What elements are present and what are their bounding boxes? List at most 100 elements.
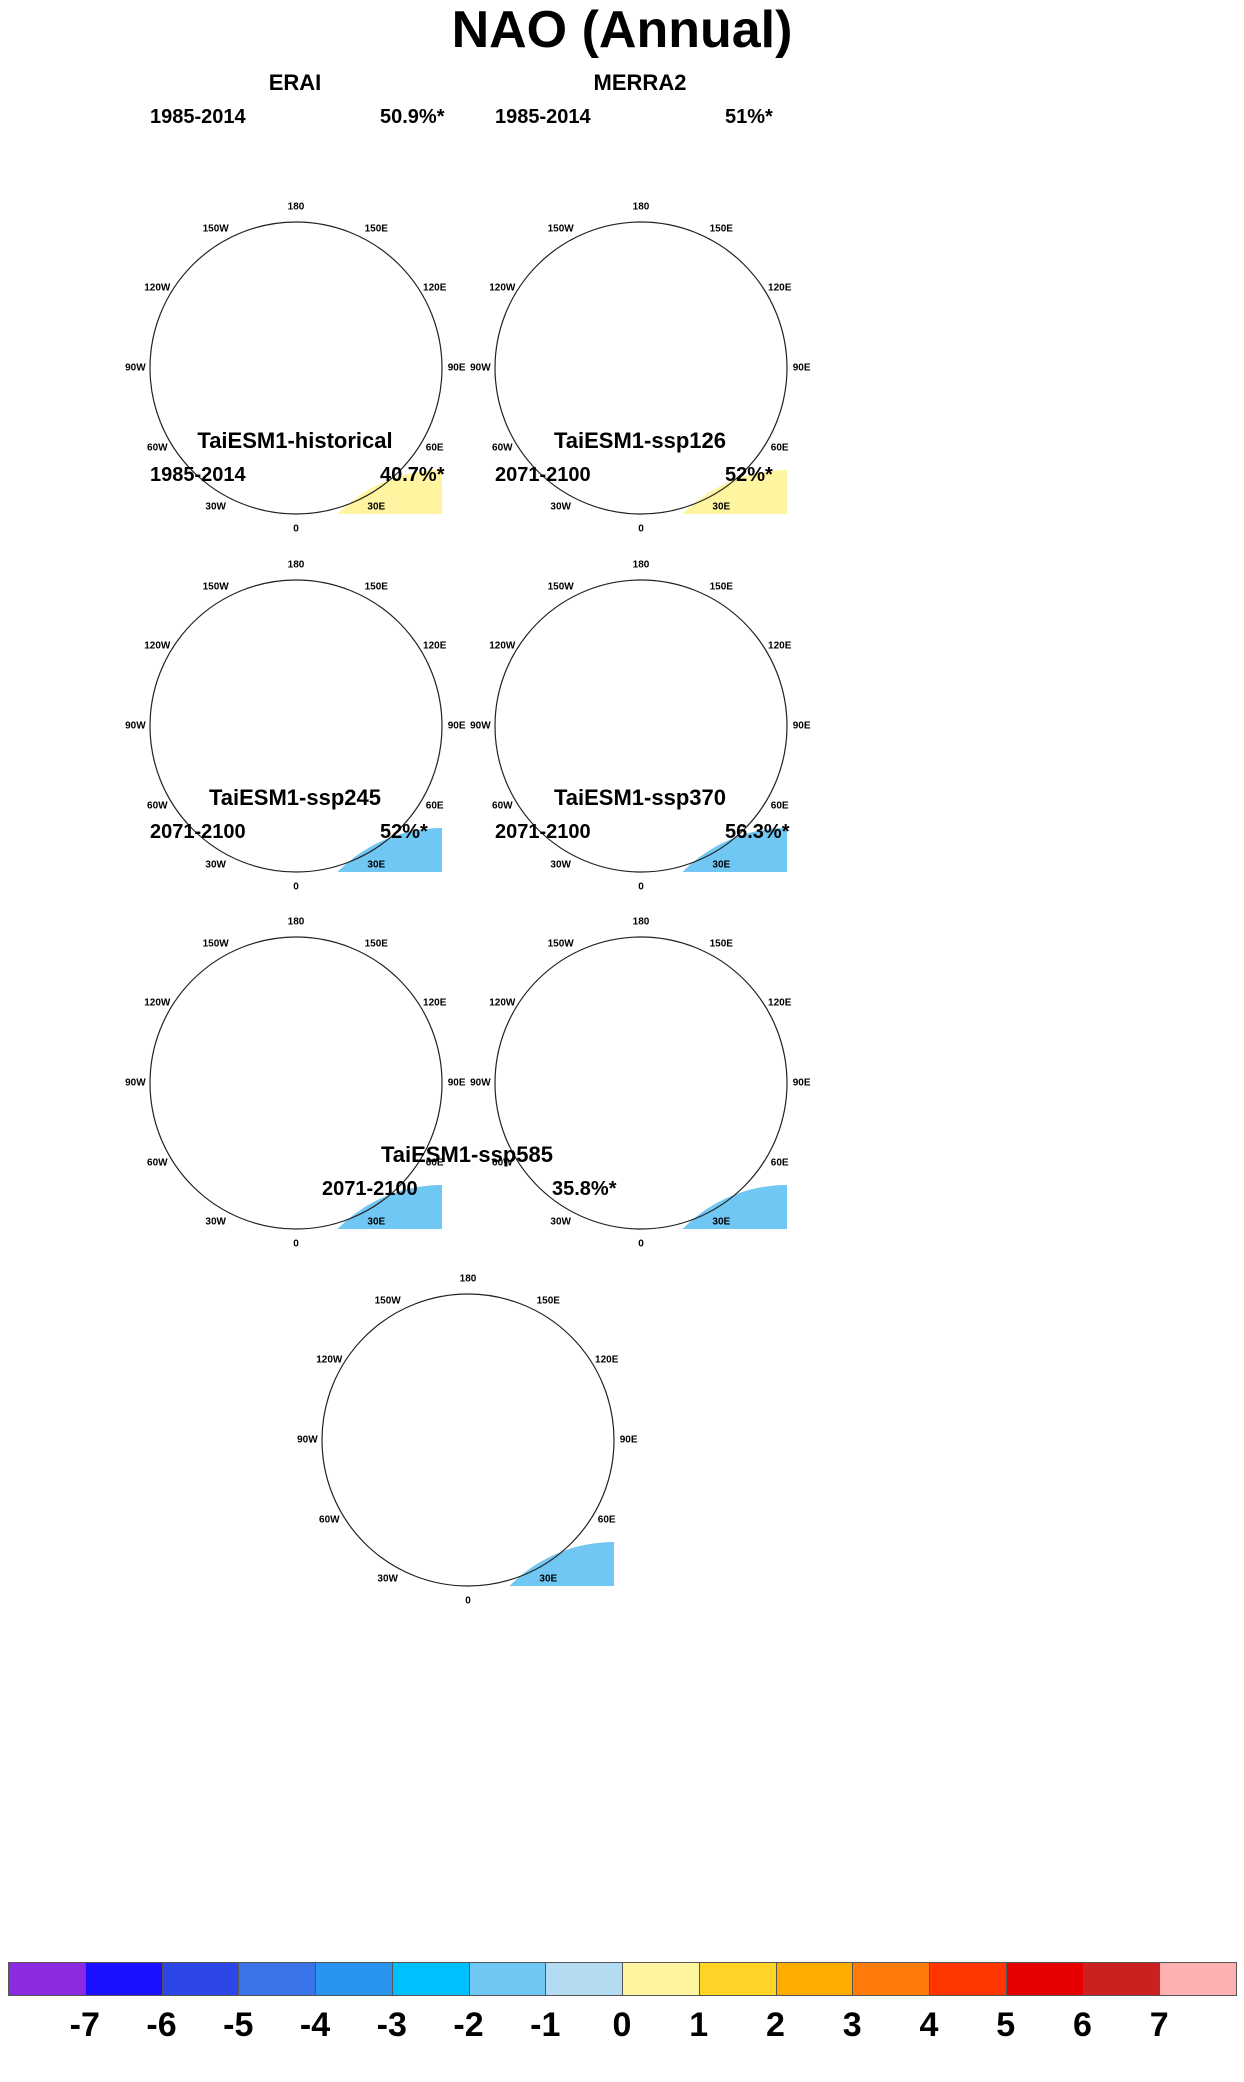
colorbar-swatch xyxy=(1082,1962,1161,1996)
panel-variance: 52%* xyxy=(380,821,428,843)
longitude-label: 60E xyxy=(597,1514,616,1526)
longitude-label: 60W xyxy=(147,442,168,454)
longitude-label: 120W xyxy=(144,640,171,652)
colorbar-swatch xyxy=(1159,1962,1237,1996)
polar-map xyxy=(321,1293,615,1587)
contour-region-p3 xyxy=(261,976,278,991)
longitude-label: 90W xyxy=(470,1077,491,1089)
longitude-label: 120E xyxy=(768,282,792,294)
panel-variance: 40.7%* xyxy=(380,464,445,486)
contour-region-m2 xyxy=(411,1374,527,1486)
colorbar-tick-label: -7 xyxy=(69,2006,100,2044)
longitude-label: 30W xyxy=(550,859,571,871)
longitude-label: 180 xyxy=(632,916,650,928)
polar-map xyxy=(494,936,788,1230)
longitude-label: 30W xyxy=(550,1216,571,1228)
longitude-label: 90E xyxy=(447,1077,466,1089)
contour-region-m3 xyxy=(256,688,324,756)
longitude-label: 120E xyxy=(423,640,447,652)
colorbar-tick-label: 3 xyxy=(842,2006,862,2044)
colorbar-swatch xyxy=(8,1962,86,1996)
longitude-label: 0 xyxy=(638,523,644,535)
panel-period: 2071-2100 xyxy=(150,821,246,843)
longitude-label: 120E xyxy=(423,997,447,1009)
map-panel: TaiESM1-ssp585 2071-2100 35.8%* 180 150E 120E… xyxy=(297,1142,792,1612)
colorbar-tick-label: -4 xyxy=(299,2006,331,2044)
contour-region-m2 xyxy=(584,302,700,414)
longitude-label: 60E xyxy=(425,1157,444,1169)
panel-variance: 52%* xyxy=(725,464,773,486)
map-border xyxy=(149,221,443,515)
contour-region-m1 xyxy=(488,1542,614,1586)
contour-region-m2 xyxy=(239,660,355,772)
panel-variance: 35.8%* xyxy=(552,1178,617,1200)
longitude-label: 150E xyxy=(536,1295,560,1307)
longitude-label: 30W xyxy=(205,859,226,871)
longitude-label: 60W xyxy=(147,1157,168,1169)
longitude-label: 90W xyxy=(470,720,491,732)
longitude-label: 90W xyxy=(470,362,491,374)
colorbar-swatch xyxy=(698,1962,777,1996)
contour-region-m3 xyxy=(256,330,324,398)
longitude-label: 90E xyxy=(792,362,811,374)
longitude-label: 180 xyxy=(632,559,650,571)
map-border xyxy=(494,936,788,1230)
contour-region-p2 xyxy=(205,607,286,656)
panel-period: 2071-2100 xyxy=(495,464,591,486)
map-border xyxy=(321,1293,615,1587)
longitude-label: 30E xyxy=(712,859,731,871)
panel-title: TaiESM1-historical xyxy=(197,428,393,453)
longitude-label: 180 xyxy=(287,916,305,928)
contour-region-m4 xyxy=(620,366,652,393)
contour-region-m2 xyxy=(584,660,700,772)
longitude-label: 150W xyxy=(202,223,229,235)
contour-region-m3 xyxy=(601,688,669,756)
longitude-label: 30E xyxy=(367,1216,386,1228)
longitude-label: 120E xyxy=(768,997,792,1009)
contour-region-p2 xyxy=(378,1496,434,1542)
longitude-label: 150W xyxy=(202,581,229,593)
longitude-label: 60W xyxy=(492,1157,513,1169)
panel-title: ERAI xyxy=(268,70,322,95)
longitude-label: 0 xyxy=(465,1595,471,1607)
longitude-label: 30E xyxy=(539,1573,558,1585)
panel-variance: 56.3%* xyxy=(725,821,790,843)
longitude-label: 90W xyxy=(125,720,146,732)
colorbar-swatch xyxy=(391,1962,470,1996)
page-title: NAO (Annual) xyxy=(451,1,793,59)
colorbar-swatch xyxy=(468,1962,547,1996)
contour-region-m1 xyxy=(150,222,442,408)
longitude-label: 90E xyxy=(447,362,466,374)
polar-map xyxy=(149,579,443,873)
longitude-label: 150W xyxy=(202,938,229,950)
panel-period: 1985-2014 xyxy=(495,106,591,128)
contour-region-p2 xyxy=(377,1321,458,1370)
longitude-label: 120E xyxy=(423,282,447,294)
longitude-label: 60W xyxy=(492,800,513,812)
longitude-label: 0 xyxy=(293,881,299,893)
colorbar-swatch xyxy=(622,1962,700,1996)
longitude-label: 90E xyxy=(447,720,466,732)
longitude-label: 30E xyxy=(712,1216,731,1228)
longitude-label: 180 xyxy=(287,559,305,571)
longitude-label: 150E xyxy=(709,223,733,235)
coastline xyxy=(468,1542,615,1587)
colorbar-swatch xyxy=(852,1962,930,1996)
map-panel: TaiESM1-ssp126 2071-2100 52%* 180 150E 120E 90… xyxy=(470,428,965,898)
panel-period: 2071-2100 xyxy=(322,1178,418,1200)
map-border xyxy=(149,579,443,873)
polar-map xyxy=(494,579,788,873)
panel-title: TaiESM1-ssp370 xyxy=(553,785,726,810)
longitude-label: 120W xyxy=(489,997,516,1009)
colorbar-tick-label: 4 xyxy=(919,2006,939,2044)
colorbar-swatch xyxy=(929,1962,1007,1996)
longitude-label: 120W xyxy=(144,282,171,294)
longitude-label: 30W xyxy=(205,1216,226,1228)
longitude-label: 120W xyxy=(144,997,171,1009)
map-border xyxy=(494,221,788,515)
contour-region-m2 xyxy=(584,1017,700,1129)
longitude-label: 150E xyxy=(364,938,388,950)
contour-region-m4 xyxy=(620,1081,652,1108)
longitude-label: 120W xyxy=(316,1354,343,1366)
colorbar-tick-label: 6 xyxy=(1073,2006,1092,2044)
